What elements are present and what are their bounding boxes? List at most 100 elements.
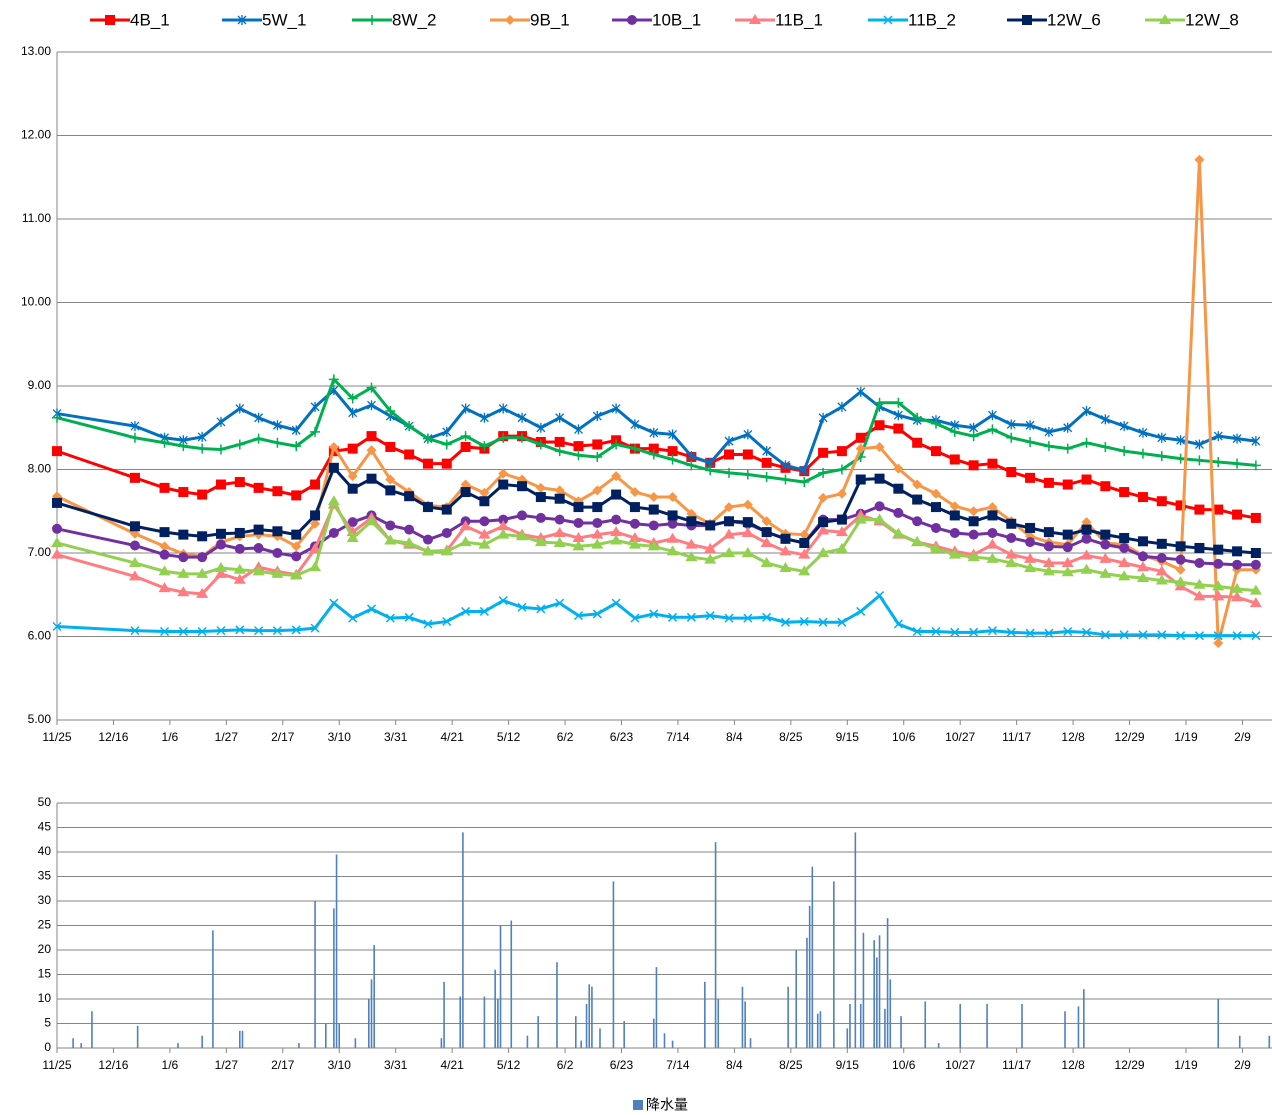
marker — [422, 502, 433, 513]
marker — [310, 426, 321, 437]
marker — [159, 482, 170, 493]
y-tick-label: 0 — [44, 1040, 51, 1054]
marker — [611, 471, 622, 482]
marker — [1251, 436, 1261, 447]
marker — [592, 485, 603, 496]
marker — [460, 441, 471, 452]
marker — [310, 510, 321, 521]
bar — [878, 935, 881, 1048]
x-tick-label: 2/17 — [271, 730, 295, 744]
bar — [924, 1001, 927, 1048]
marker — [366, 431, 377, 442]
bar — [937, 1043, 940, 1048]
bar — [499, 925, 502, 1048]
marker — [883, 15, 893, 25]
bar — [1238, 1035, 1241, 1048]
marker — [1175, 554, 1186, 565]
marker — [987, 410, 997, 421]
marker — [177, 586, 190, 597]
marker — [629, 502, 640, 513]
marker — [215, 539, 226, 550]
bar — [959, 1003, 961, 1048]
legend-item: 降水量 — [633, 1097, 688, 1113]
marker — [1061, 557, 1074, 568]
marker — [385, 406, 396, 417]
x-tick-label: 1/27 — [215, 1058, 239, 1072]
marker — [404, 524, 415, 535]
marker — [498, 514, 509, 525]
series — [52, 385, 1261, 476]
marker — [215, 479, 226, 490]
marker — [310, 479, 321, 490]
marker — [309, 542, 322, 553]
marker — [216, 626, 226, 636]
legend-label: 11B_1 — [775, 10, 823, 29]
legend-item: 4B_1 — [90, 10, 170, 29]
marker — [724, 436, 734, 447]
marker — [365, 515, 378, 526]
marker — [1100, 529, 1111, 540]
bar — [212, 930, 214, 1048]
bar — [862, 932, 865, 1048]
marker — [1005, 557, 1018, 568]
marker — [1119, 532, 1130, 543]
marker — [930, 488, 941, 499]
marker — [741, 526, 754, 537]
bar — [440, 1038, 443, 1048]
marker — [724, 502, 735, 513]
marker — [1006, 467, 1017, 478]
marker — [1175, 541, 1186, 552]
marker — [742, 499, 753, 510]
marker — [553, 536, 566, 547]
marker — [310, 623, 320, 633]
marker — [422, 534, 433, 545]
x-tick-label: 11/25 — [42, 730, 71, 744]
marker — [130, 421, 140, 432]
marker — [986, 538, 999, 549]
marker — [686, 612, 696, 622]
bar — [808, 905, 811, 1048]
marker — [328, 374, 339, 385]
marker — [1043, 527, 1054, 538]
marker — [1213, 638, 1224, 649]
marker — [254, 626, 264, 636]
marker — [741, 547, 754, 557]
marker — [949, 426, 960, 437]
marker — [573, 450, 584, 461]
marker — [1250, 548, 1261, 558]
marker — [760, 536, 773, 547]
x-tick-label: 3/31 — [384, 1058, 408, 1072]
legend-label: 降水量 — [646, 1097, 688, 1113]
marker — [441, 527, 452, 538]
marker — [1232, 631, 1242, 641]
marker — [517, 432, 528, 443]
bar — [886, 918, 889, 1048]
marker — [327, 495, 340, 506]
x-tick-label: 7/14 — [666, 1058, 690, 1072]
marker — [253, 433, 264, 444]
marker — [272, 437, 283, 448]
x-tick-label: 5/12 — [497, 1058, 521, 1072]
marker — [197, 443, 208, 454]
marker — [366, 473, 377, 484]
marker — [762, 446, 772, 457]
marker — [1213, 504, 1224, 515]
marker — [1194, 455, 1205, 466]
marker — [291, 490, 302, 501]
marker — [1213, 431, 1223, 442]
marker — [1136, 561, 1149, 572]
marker — [667, 510, 678, 521]
marker — [442, 426, 452, 437]
marker — [1194, 439, 1204, 450]
marker — [705, 465, 716, 476]
bar — [806, 937, 808, 1048]
marker — [818, 467, 829, 478]
bar — [1021, 1003, 1023, 1048]
bar — [889, 979, 892, 1048]
marker — [554, 446, 565, 457]
marker — [1100, 441, 1111, 452]
marker — [856, 606, 866, 616]
marker — [1138, 427, 1148, 438]
marker — [534, 536, 547, 547]
marker — [1062, 443, 1073, 454]
